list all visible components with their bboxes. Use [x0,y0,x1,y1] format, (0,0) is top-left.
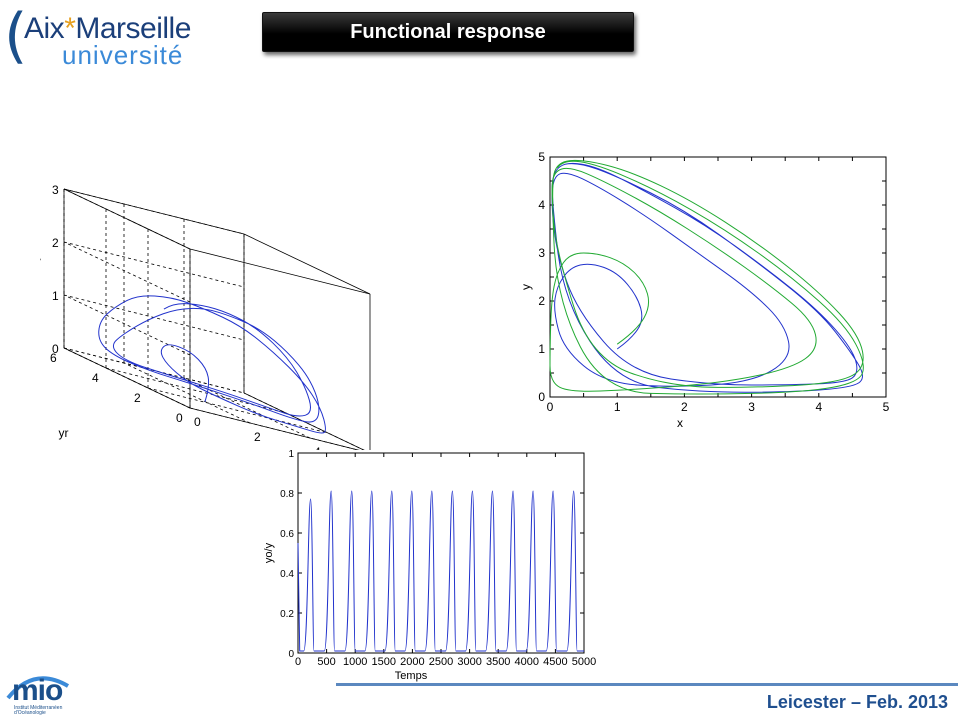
plot-frame [549,156,887,398]
y-tick-label: 5 [538,150,545,164]
grid-line [183,377,311,439]
y-tick-label: 6 [50,351,57,365]
slide-title: Functional response [350,21,546,43]
z-axis-label: yo [40,248,41,261]
mio-wave-icon [6,676,70,700]
y-tick-label: 1 [538,342,545,356]
series-line-1 [549,159,864,395]
box-edge [63,188,245,235]
aix-marseille-logo: ( Aix*Marseille université [4,6,204,72]
x-tick-label: 2 [681,400,688,414]
chart-phase-svg: 0 1 2 3 4 5 0 1 2 3 4 5 x y [519,150,890,430]
logo-line1: Aix*Marseille [24,12,191,45]
y-tick-label: 0 [538,390,545,404]
logo-line2: université [62,40,184,70]
box-edge [189,407,371,454]
mio-subtitle: Institut Méditerranéen d'Océanologie [14,705,63,716]
x-tick-label: 0 [295,656,301,668]
logo-paren: ( [4,1,28,71]
z-tick-label: 0 [52,342,59,356]
y-tick-label: 3 [538,246,545,260]
x-tick-label: 2000 [400,656,424,668]
x-tick-label: 4000 [515,656,539,668]
y-tick-label: 0.8 [280,489,294,500]
footer-divider [336,683,958,686]
x-tick-label: 3 [748,400,755,414]
plot-frame [297,452,585,654]
box-edge [63,188,191,250]
grid-line [123,362,251,424]
grid-line [147,387,329,434]
y-axis-label: yr [59,426,69,440]
x-tick-label: 5000 [572,656,596,668]
x-tick-label: 1 [614,400,621,414]
mio-logo: mio Institut Méditerranéen d'Océanologie [4,668,80,718]
y-tick-label: 0 [176,411,183,425]
slide-title-box: Functional response [262,12,634,52]
z-tick-label: 1 [52,289,59,303]
series-line-0 [551,162,863,393]
x-tick-label: 4500 [543,656,567,668]
y-tick-label: 0.4 [280,569,294,580]
grid-line [63,241,191,303]
y-tick-label: 0.2 [280,609,294,620]
x-tick-label: 0 [547,400,554,414]
grid-line [63,294,191,356]
x-tick-label: 2 [254,430,261,444]
x-tick-label: 3500 [486,656,510,668]
y-tick-label: 4 [538,198,545,212]
y-tick-label: 0 [288,649,294,660]
y-axis-label: y [519,284,533,290]
x-tick-label: 1500 [372,656,396,668]
x-tick-label: 0 [194,415,201,429]
y-tick-label: 2 [538,294,545,308]
x-tick-label: 2500 [429,656,453,668]
chart-3d-svg: 024602460123xyryo [27,183,382,483]
grid-line [105,367,287,414]
box-edge [243,233,371,295]
chart-time: 0 500 1000 1500 2000 2500 3000 3500 4000 4500 5000… [258,445,598,690]
z-tick-label: 3 [52,183,59,197]
chart-3d: 024602460123xyryo [27,120,400,483]
box-edge [189,248,371,295]
y-tick-label: 4 [92,371,99,385]
x-axis-label: x [677,416,683,430]
z-tick-label: 2 [52,236,59,250]
y-tick-label: 1 [288,449,294,460]
y-tick-label: 0.6 [280,529,294,540]
x-tick-label: 5 [883,400,890,414]
box-edge [63,347,191,409]
mio-word: mio [12,674,63,707]
footer-text: Leicester – Feb. 2013 [766,692,948,712]
grid-line [63,241,245,288]
box-edge [243,392,371,454]
chart-time-svg: 0 500 1000 1500 2000 2500 3000 3500 4000 4500 5000… [263,449,596,682]
x-tick-label: 1000 [343,656,367,668]
x-tick-label: 500 [317,656,335,668]
chart-phase: 0 1 2 3 4 5 0 1 2 3 4 5 x y [510,145,900,440]
series-line [297,490,584,652]
series-line-0 [98,295,326,434]
y-axis-label: yo/y [263,542,275,563]
y-tick-label: 2 [134,391,141,405]
x-tick-label: 4 [815,400,822,414]
x-tick-label: 3000 [457,656,481,668]
x-axis-label: Temps [395,670,428,682]
